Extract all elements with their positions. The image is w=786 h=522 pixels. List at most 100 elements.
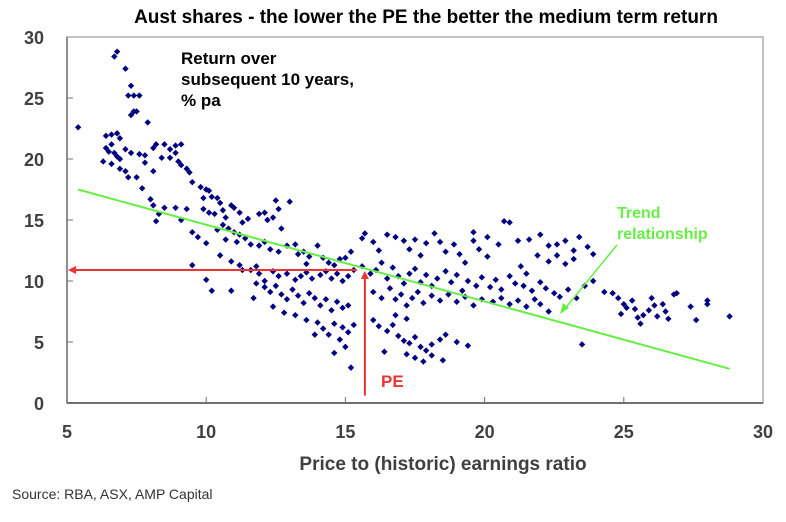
- x-axis-tick-labels: 5 10 15 20 25 30: [62, 422, 773, 442]
- data-point: [138, 185, 146, 192]
- data-point: [498, 294, 505, 302]
- data-point: [406, 340, 413, 347]
- data-point: [113, 48, 121, 55]
- data-point: [342, 254, 349, 262]
- data-point: [272, 197, 279, 204]
- data-point: [177, 141, 185, 148]
- data-point: [392, 296, 399, 303]
- data-point: [367, 270, 374, 277]
- data-point: [125, 92, 132, 99]
- data-point: [358, 235, 366, 242]
- data-point: [381, 348, 388, 355]
- data-point: [436, 297, 444, 304]
- x-tick-label: 25: [614, 422, 634, 442]
- data-point: [344, 302, 352, 309]
- data-point: [422, 271, 430, 279]
- data-point: [333, 298, 341, 305]
- scatter-points: [74, 48, 733, 371]
- data-point: [634, 314, 641, 321]
- ylabel-line-2: subsequent 10 years,: [181, 70, 354, 89]
- data-point: [659, 300, 666, 308]
- data-point: [553, 241, 561, 248]
- data-point: [275, 272, 282, 280]
- data-point: [562, 237, 569, 244]
- data-point: [122, 146, 129, 153]
- data-point: [289, 286, 296, 293]
- data-point: [122, 168, 129, 175]
- data-point: [573, 294, 580, 302]
- data-point: [378, 259, 385, 266]
- data-point: [389, 321, 396, 329]
- data-point: [317, 302, 324, 309]
- data-point: [311, 331, 318, 338]
- data-point: [464, 277, 472, 285]
- data-point: [470, 229, 477, 236]
- y-tick-label: 10: [24, 272, 44, 292]
- data-point: [520, 282, 527, 290]
- data-point: [133, 174, 140, 181]
- data-point: [175, 158, 182, 165]
- data-point: [411, 354, 419, 362]
- data-point: [319, 325, 327, 332]
- data-point: [400, 337, 408, 344]
- data-point: [261, 283, 268, 291]
- x-tick-label: 5: [62, 422, 72, 442]
- data-point: [665, 315, 672, 323]
- data-point: [233, 238, 241, 246]
- data-point: [417, 343, 424, 351]
- data-point: [216, 252, 224, 259]
- ylabel-line-1: Return over: [181, 49, 277, 68]
- data-point: [205, 209, 213, 216]
- data-point: [150, 202, 157, 209]
- data-point: [113, 130, 121, 137]
- data-point: [113, 153, 121, 160]
- data-point: [230, 204, 238, 211]
- data-point: [512, 280, 519, 287]
- data-point: [350, 321, 357, 329]
- data-point: [411, 265, 419, 272]
- data-point: [517, 263, 524, 270]
- data-point: [303, 316, 310, 324]
- data-point: [152, 218, 160, 225]
- data-point: [447, 279, 455, 286]
- data-point: [325, 259, 332, 266]
- data-point: [286, 198, 293, 205]
- data-point: [314, 319, 321, 326]
- data-point: [383, 327, 391, 335]
- data-point: [428, 292, 435, 299]
- data-point: [506, 272, 513, 280]
- data-point: [306, 290, 313, 297]
- data-point: [431, 230, 438, 237]
- data-point: [556, 293, 563, 301]
- data-point: [311, 294, 318, 302]
- data-point: [620, 300, 627, 308]
- data-point: [222, 214, 229, 221]
- data-point: [133, 108, 140, 115]
- x-tick-label: 15: [335, 422, 355, 442]
- x-tick-label: 20: [475, 422, 495, 442]
- data-point: [436, 336, 444, 343]
- data-point: [392, 233, 399, 241]
- data-point: [205, 187, 213, 194]
- data-point: [116, 155, 124, 163]
- data-point: [537, 300, 544, 308]
- trend-line: [77, 188, 730, 370]
- data-point: [470, 237, 477, 244]
- data-point: [442, 268, 449, 275]
- data-point: [325, 331, 332, 338]
- data-point: [453, 338, 460, 346]
- data-point: [453, 298, 460, 305]
- data-point: [570, 255, 577, 263]
- data-point: [523, 303, 530, 310]
- data-point: [392, 311, 399, 319]
- data-point: [347, 364, 355, 371]
- data-point: [461, 259, 469, 266]
- data-point: [545, 258, 552, 265]
- data-point: [628, 297, 636, 304]
- data-point: [292, 311, 299, 319]
- data-point: [704, 297, 711, 304]
- data-point: [420, 358, 427, 365]
- data-point: [127, 149, 135, 157]
- data-point: [228, 287, 235, 294]
